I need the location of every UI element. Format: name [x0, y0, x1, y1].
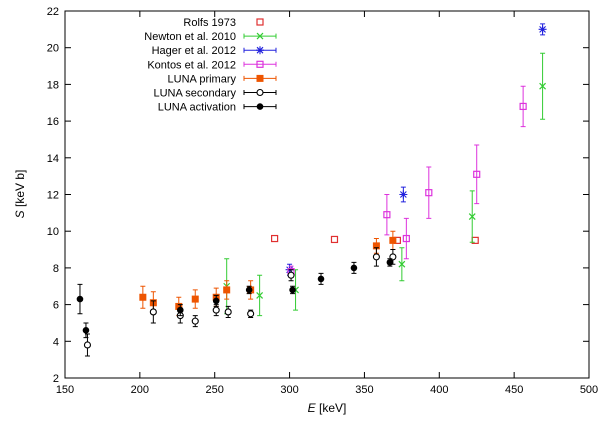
- data-point: [247, 310, 255, 318]
- x-axis-label: E [keV]: [308, 401, 347, 415]
- data-point: [519, 102, 527, 111]
- data-point: [245, 286, 253, 294]
- data-point: [330, 235, 339, 244]
- data-point: [82, 326, 90, 334]
- data-point: [402, 234, 410, 243]
- x-tick-label: 350: [355, 384, 373, 396]
- x-tick-label: 150: [56, 384, 74, 396]
- legend-label: Newton et al. 2010: [144, 31, 236, 43]
- data-point: [191, 317, 199, 325]
- legend-marker: [256, 103, 264, 110]
- data-point: [176, 306, 184, 314]
- data-point: [256, 292, 264, 299]
- data-point: [350, 264, 358, 272]
- data-point: [383, 211, 391, 219]
- error-bar: [474, 144, 480, 205]
- legend-label: LUNA primary: [168, 73, 237, 85]
- x-tick-label: 500: [580, 384, 598, 396]
- legend-label: LUNA activation: [158, 102, 236, 114]
- data-point: [425, 189, 433, 197]
- y-tick-label: 10: [47, 226, 59, 238]
- data-point: [372, 253, 380, 261]
- error-bar: [384, 194, 390, 236]
- data-point: [473, 170, 481, 178]
- legend-marker: [256, 88, 264, 97]
- data-point: [83, 341, 92, 349]
- data-point: [212, 306, 220, 314]
- legend: Rolfs 1973 Newton et al. 2010 Hager et al.…: [144, 17, 277, 114]
- data-point: [139, 293, 147, 301]
- data-point: [389, 236, 397, 244]
- legend-label: Rolfs 1973: [183, 17, 236, 29]
- y-axis-unit: [keV b]: [13, 170, 27, 211]
- legend-marker: [256, 60, 264, 68]
- data-point: [399, 190, 408, 199]
- y-tick-label: 8: [53, 263, 59, 275]
- x-axis-unit: [keV]: [316, 401, 347, 415]
- legend-label: Kontos et al. 2012: [147, 59, 236, 71]
- data-point: [271, 234, 279, 243]
- x-tick-label: 250: [206, 384, 224, 396]
- data-point: [538, 25, 547, 34]
- x-tick-label: 300: [280, 384, 298, 396]
- data-point: [149, 308, 157, 316]
- legend-marker: [256, 74, 264, 82]
- data-point: [287, 271, 295, 279]
- legend-label: LUNA secondary: [153, 88, 236, 100]
- x-tick-label: 400: [430, 384, 448, 396]
- data-marks: [76, 23, 547, 357]
- series-kontos-et-al-2012: [287, 85, 527, 278]
- legend-marker: [256, 46, 264, 55]
- y-tick-label: 12: [47, 190, 59, 202]
- legend-marker: [256, 32, 264, 40]
- data-point: [223, 286, 231, 294]
- y-tick-label: 22: [47, 6, 59, 18]
- y-tick-label: 6: [53, 300, 59, 312]
- series-luna-secondary: [83, 247, 397, 357]
- x-axis-symbol: E: [308, 401, 317, 415]
- y-tick-label: 14: [47, 153, 59, 165]
- data-point: [76, 295, 84, 303]
- y-tick-label: 16: [47, 116, 59, 128]
- data-point: [289, 286, 296, 294]
- data-point: [386, 259, 394, 266]
- x-tick-label: 450: [505, 384, 523, 396]
- y-axis-symbol: S: [13, 210, 27, 218]
- y-tick-label: 20: [47, 43, 59, 55]
- data-point: [398, 260, 406, 268]
- data-point: [317, 275, 325, 283]
- data-point: [539, 82, 547, 90]
- error-bar: [520, 85, 526, 128]
- y-tick-label: 4: [53, 336, 59, 348]
- axis-ticks: 150 200 250 300 350 400 450 500 2 4 6 8 10 12 14 16 18 20…: [47, 6, 598, 396]
- x-tick-label: 200: [131, 384, 149, 396]
- error-bar: [403, 217, 409, 260]
- data-point: [468, 213, 476, 220]
- y-axis-label: S [keV b]: [13, 170, 27, 219]
- y-tick-label: 2: [53, 373, 59, 385]
- data-point: [212, 297, 220, 305]
- data-point: [224, 308, 232, 316]
- data-point: [191, 295, 199, 303]
- legend-error-bar: [243, 61, 277, 67]
- legend-marker: [256, 18, 264, 26]
- series-luna-activation: [76, 258, 394, 339]
- legend-label: Hager et al. 2012: [152, 45, 236, 57]
- y-tick-label: 18: [47, 79, 59, 91]
- error-bar: [426, 166, 432, 219]
